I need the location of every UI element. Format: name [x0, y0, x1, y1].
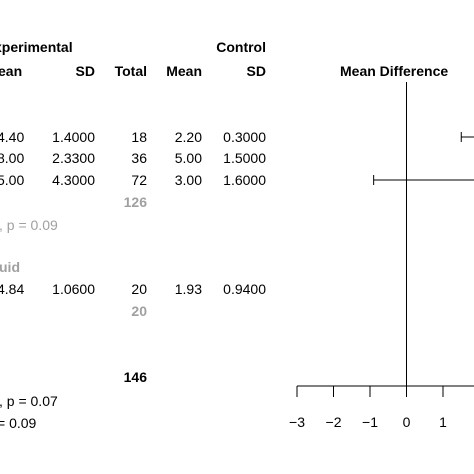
exp-total-header: Total [115, 63, 147, 79]
ctrl-mean-cell: 3.00 [175, 172, 202, 188]
exp-mean-header: ean [0, 63, 22, 79]
exp-mean-cell: 4.40 [0, 129, 24, 145]
control-header: Control [216, 39, 266, 55]
plot-area: −3−2−10123 [289, 82, 474, 430]
subgroup-2-label: uid [0, 259, 20, 275]
study-row: 4.40 1.4000 18 2.20 0.3000 [0, 129, 266, 145]
heterogeneity-1: , p = 0.09 [0, 217, 58, 233]
exp-total-cell: 36 [131, 150, 147, 166]
ctrl-mean-cell: 5.00 [175, 150, 202, 166]
effect-header: Mean Difference [340, 63, 448, 79]
subtotal-1: 126 [124, 194, 148, 210]
exp-mean-cell: 8.00 [0, 150, 24, 166]
study-row: 4.84 1.0600 20 1.93 0.9400 [0, 281, 266, 297]
exp-sd-cell: 2.3300 [52, 150, 95, 166]
ctrl-mean-cell: 1.93 [175, 281, 202, 297]
experimental-header: xperimental [0, 39, 73, 55]
overall-total: 146 [124, 369, 148, 385]
x-tick-label: 1 [439, 414, 447, 430]
ctrl-sd-cell: 1.5000 [223, 150, 266, 166]
exp-sd-cell: 1.0600 [52, 281, 95, 297]
exp-total-cell: 18 [131, 129, 147, 145]
exp-total-cell: 72 [131, 172, 147, 188]
ctrl-mean-header: Mean [166, 63, 202, 79]
overall-effect-p: = 0.09 [0, 415, 37, 431]
exp-sd-header: SD [76, 63, 95, 79]
study-row: 5.00 4.3000 72 3.00 1.6000 [0, 172, 266, 188]
exp-mean-cell: 5.00 [0, 172, 24, 188]
ctrl-sd-header: SD [247, 63, 266, 79]
study-row: 8.00 2.3300 36 5.00 1.5000 [0, 150, 266, 166]
ctrl-sd-cell: 0.3000 [223, 129, 266, 145]
x-tick-label: −3 [289, 414, 305, 430]
ctrl-mean-cell: 2.20 [175, 129, 202, 145]
overall-heterogeneity: , p = 0.07 [0, 393, 58, 409]
exp-sd-cell: 4.3000 [52, 172, 95, 188]
exp-total-cell: 20 [131, 281, 147, 297]
exp-mean-cell: 4.84 [0, 281, 24, 297]
exp-sd-cell: 1.4000 [52, 129, 95, 145]
x-tick-label: −1 [362, 414, 378, 430]
x-tick-label: −2 [326, 414, 342, 430]
ctrl-sd-cell: 1.6000 [223, 172, 266, 188]
subtotal-2: 20 [131, 303, 147, 319]
x-tick-label: 0 [403, 414, 411, 430]
ctrl-sd-cell: 0.9400 [223, 281, 266, 297]
